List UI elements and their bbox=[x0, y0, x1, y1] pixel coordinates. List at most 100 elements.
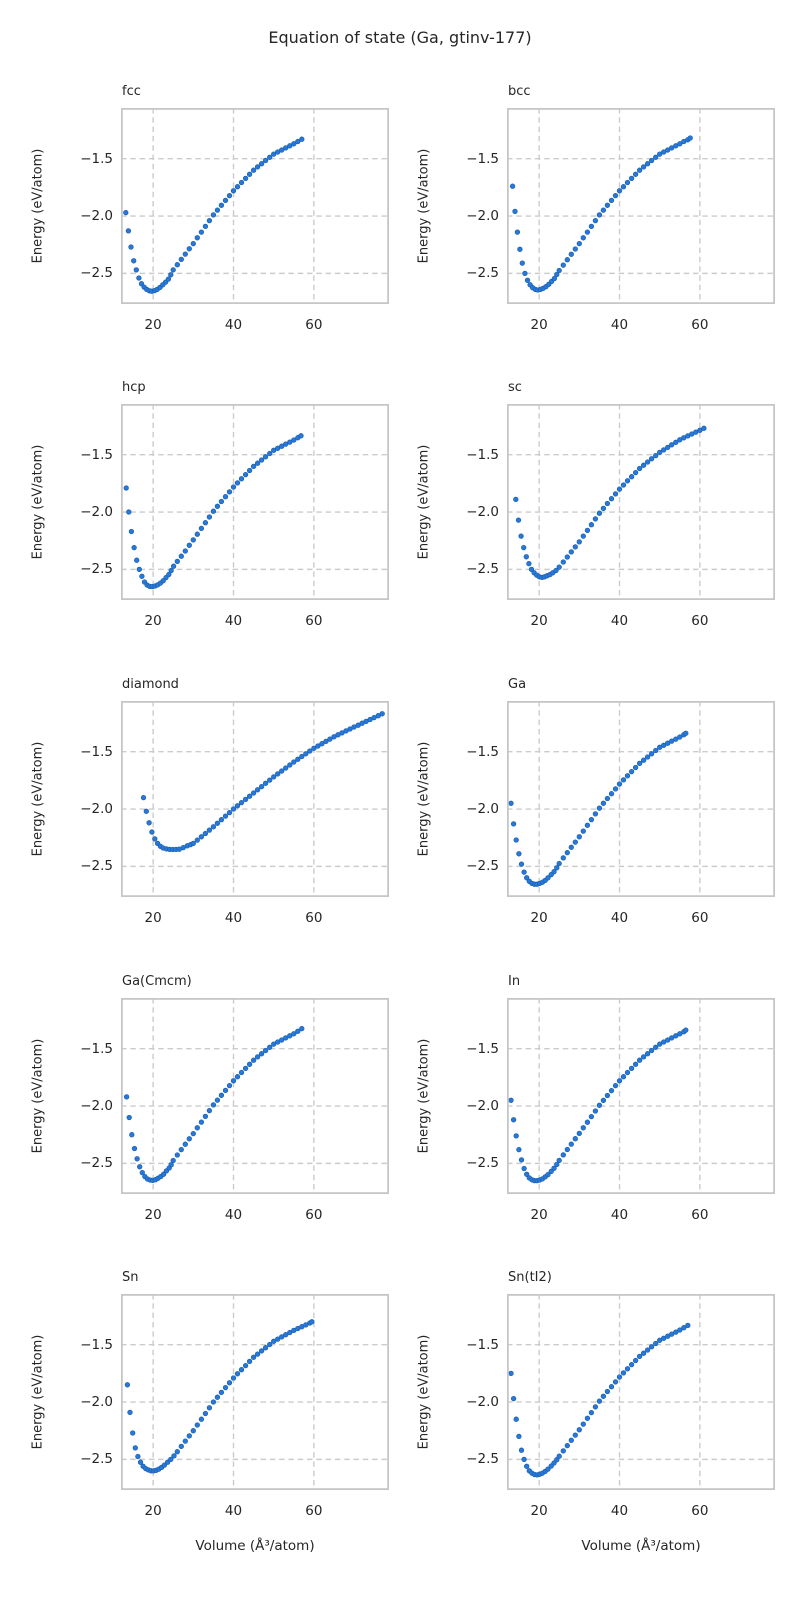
scatter-series-hcp bbox=[123, 433, 304, 590]
data-point bbox=[246, 1061, 253, 1067]
data-point bbox=[279, 147, 285, 153]
data-point bbox=[584, 527, 591, 534]
data-point bbox=[267, 1044, 273, 1050]
data-point bbox=[186, 246, 192, 252]
data-point bbox=[254, 1351, 261, 1357]
data-point bbox=[518, 1447, 525, 1453]
data-point bbox=[262, 157, 269, 164]
data-point bbox=[564, 1442, 570, 1449]
x-tick-label-fcc: 20 bbox=[144, 317, 162, 333]
data-point bbox=[596, 1102, 603, 1108]
data-point bbox=[616, 781, 623, 787]
scatter-series-ga-cmcm- bbox=[123, 1025, 305, 1184]
y-tick-label-in: −1.5 bbox=[466, 1040, 499, 1057]
data-point bbox=[608, 791, 615, 797]
data-point bbox=[131, 1145, 138, 1152]
y-tick-label-ga-cmcm-: −1.5 bbox=[80, 1040, 113, 1057]
data-point bbox=[608, 496, 615, 502]
data-point bbox=[517, 246, 523, 252]
data-point bbox=[194, 1422, 200, 1428]
data-point bbox=[673, 736, 679, 742]
data-point bbox=[136, 566, 142, 573]
data-point bbox=[648, 456, 655, 462]
y-axis-label-diamond: Energy (eV/atom) bbox=[30, 741, 46, 857]
data-point bbox=[673, 439, 679, 445]
data-point bbox=[186, 542, 192, 548]
data-point bbox=[524, 1463, 530, 1469]
data-point bbox=[554, 271, 560, 278]
gridlines bbox=[507, 701, 775, 897]
data-point bbox=[632, 764, 639, 771]
x-tick-label-sc: 40 bbox=[610, 613, 629, 629]
data-point bbox=[126, 1114, 132, 1121]
plot-border bbox=[507, 1294, 775, 1490]
data-point bbox=[620, 482, 627, 488]
scatter-series-sc bbox=[513, 425, 707, 581]
plot-border bbox=[121, 701, 389, 897]
data-point bbox=[515, 517, 522, 523]
data-point bbox=[644, 1347, 651, 1353]
data-point bbox=[190, 840, 196, 847]
data-point bbox=[608, 1087, 615, 1094]
data-point bbox=[194, 531, 200, 537]
data-point bbox=[222, 494, 229, 500]
data-point bbox=[612, 1082, 619, 1089]
data-point bbox=[291, 1031, 297, 1037]
data-point bbox=[202, 520, 209, 526]
data-point bbox=[143, 808, 149, 814]
data-point bbox=[198, 229, 205, 235]
data-point bbox=[608, 1384, 615, 1390]
subplot-title-sn: Sn bbox=[122, 1270, 139, 1285]
plot-border bbox=[507, 108, 775, 304]
plot-border bbox=[121, 998, 389, 1194]
data-point bbox=[214, 1394, 221, 1400]
data-point bbox=[315, 743, 321, 749]
data-point bbox=[683, 1027, 689, 1033]
data-point bbox=[214, 207, 221, 213]
data-point bbox=[596, 212, 603, 218]
data-point bbox=[218, 1092, 225, 1098]
data-point bbox=[258, 1348, 265, 1354]
data-point bbox=[242, 175, 249, 182]
data-point bbox=[632, 469, 639, 476]
gridlines bbox=[507, 1294, 775, 1490]
plot-area-in bbox=[507, 998, 775, 1194]
data-point bbox=[186, 1136, 192, 1142]
x-tick-label-in: 60 bbox=[691, 1207, 709, 1223]
data-point bbox=[140, 794, 147, 801]
data-point bbox=[620, 1370, 627, 1376]
data-point bbox=[275, 771, 281, 777]
data-point bbox=[628, 768, 635, 775]
data-point bbox=[568, 549, 574, 555]
gridlines bbox=[121, 998, 389, 1194]
data-point bbox=[576, 240, 582, 247]
y-tick-label-in: −2.5 bbox=[466, 1155, 499, 1172]
data-point bbox=[128, 244, 134, 250]
x-tick-label-diamond: 20 bbox=[144, 910, 162, 926]
data-point bbox=[592, 516, 599, 522]
data-point bbox=[125, 228, 132, 234]
scatter-series-sn-ti2- bbox=[508, 1322, 691, 1478]
data-point bbox=[568, 844, 574, 850]
y-tick-label-in: −2.0 bbox=[466, 1098, 499, 1115]
data-point bbox=[640, 757, 647, 763]
data-point bbox=[291, 759, 297, 765]
data-point bbox=[206, 217, 213, 224]
data-point bbox=[644, 459, 651, 465]
data-point bbox=[210, 824, 217, 830]
data-point bbox=[600, 800, 607, 806]
scatter-series-in bbox=[508, 1027, 689, 1184]
data-point bbox=[616, 1374, 623, 1380]
data-point bbox=[234, 803, 241, 809]
x-tick-label-sc: 60 bbox=[691, 613, 709, 629]
y-tick-label-sc: −2.0 bbox=[466, 504, 499, 521]
data-point bbox=[519, 260, 525, 266]
data-point bbox=[283, 1332, 289, 1338]
data-point bbox=[669, 145, 675, 151]
data-point bbox=[174, 558, 180, 565]
gridlines bbox=[121, 701, 389, 897]
data-point bbox=[560, 559, 566, 565]
data-point bbox=[133, 267, 139, 273]
data-point bbox=[592, 1108, 599, 1114]
data-point bbox=[222, 1384, 229, 1391]
